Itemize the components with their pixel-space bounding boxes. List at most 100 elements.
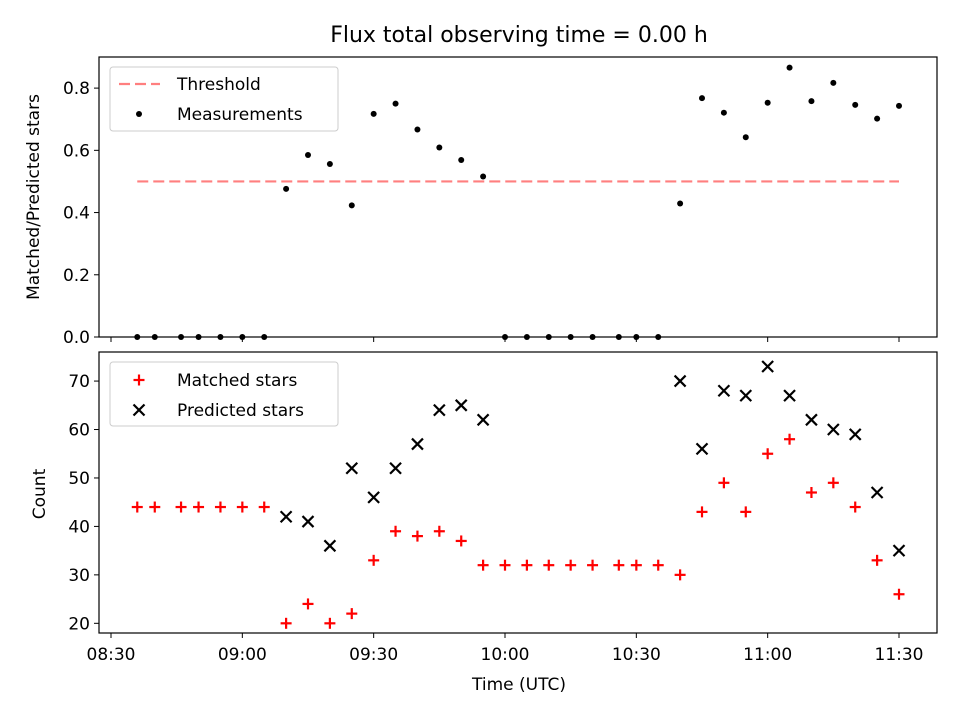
matched-point bbox=[324, 617, 336, 629]
measurement-point bbox=[178, 334, 185, 340]
bottom-legend bbox=[109, 361, 339, 427]
measurement-point bbox=[720, 109, 727, 116]
predicted-point-b bbox=[323, 539, 337, 553]
legend-predicted-label: Predicted stars bbox=[177, 401, 304, 421]
measurement-point bbox=[436, 144, 443, 151]
predicted-point bbox=[892, 544, 906, 557]
predicted-point bbox=[717, 384, 731, 398]
predicted-point bbox=[805, 413, 818, 427]
legend-matched-swatch bbox=[133, 374, 145, 386]
measurement-point bbox=[615, 334, 622, 340]
predicted-point-b bbox=[389, 461, 402, 475]
top-legend bbox=[109, 66, 339, 132]
measurement-point bbox=[677, 200, 684, 207]
measurement-point bbox=[633, 334, 640, 340]
predicted-point-b bbox=[870, 486, 884, 499]
measurement-point bbox=[370, 110, 377, 117]
bottom-xtick-label: 09:30 bbox=[349, 645, 398, 665]
matched-point bbox=[740, 506, 752, 518]
bottom-xlabel: Time (UTC) bbox=[471, 675, 566, 695]
bottom-panel: Count Time (UTC) 20 30 40 50 60 70 08:30 09:00 0… bbox=[30, 351, 938, 695]
matched-point bbox=[613, 559, 625, 571]
bottom-ytick-label: 70 bbox=[68, 372, 90, 392]
matched-point bbox=[543, 559, 555, 571]
matched-point bbox=[762, 448, 774, 460]
measurement-point bbox=[742, 134, 749, 141]
predicted-point bbox=[739, 389, 753, 402]
predicted-point bbox=[433, 403, 446, 417]
matched-point bbox=[696, 506, 708, 518]
measurement-point bbox=[786, 64, 793, 71]
measurement-point bbox=[655, 334, 662, 340]
measurement-point bbox=[764, 99, 771, 106]
matched-point bbox=[587, 559, 599, 571]
matched-point bbox=[193, 501, 205, 513]
matched-point bbox=[280, 617, 292, 629]
bottom-ytick-label: 50 bbox=[68, 469, 90, 489]
measurement-point bbox=[326, 161, 333, 168]
measurement-point bbox=[348, 202, 355, 209]
measurement-point bbox=[151, 334, 158, 340]
matched-point bbox=[565, 559, 577, 571]
top-panel: Matched/Predicted stars 0.0 0.2 0.4 0.6 0.8 T… bbox=[24, 56, 938, 348]
bottom-xtick-label: 10:00 bbox=[481, 645, 530, 665]
predicted-point bbox=[761, 360, 774, 373]
matched-point bbox=[893, 588, 905, 600]
matched-point bbox=[175, 501, 187, 513]
predicted-point-b bbox=[673, 374, 687, 388]
measurement-point bbox=[852, 101, 859, 108]
bottom-plot-frame bbox=[98, 351, 938, 634]
top-ytick-label: 0.2 bbox=[63, 266, 90, 286]
predicted-point-b bbox=[433, 403, 446, 417]
measurement-point bbox=[217, 334, 224, 340]
matched-point bbox=[718, 477, 730, 489]
predicted-point bbox=[411, 437, 424, 451]
measurement-point bbox=[523, 334, 530, 340]
bottom-ytick-label: 40 bbox=[68, 517, 90, 537]
legend-measurements-swatch bbox=[136, 111, 142, 117]
predicted-point bbox=[454, 399, 468, 412]
predicted-point-b bbox=[827, 423, 840, 436]
bottom-xtick-label: 10:30 bbox=[612, 645, 661, 665]
bottom-xtick-label: 11:00 bbox=[743, 645, 792, 665]
matched-point bbox=[652, 559, 664, 571]
predicted-point bbox=[848, 428, 862, 441]
predicted-point-b bbox=[476, 413, 490, 427]
predicted-point bbox=[695, 442, 709, 456]
measurement-point bbox=[414, 126, 421, 133]
matched-point bbox=[477, 559, 489, 571]
predicted-point-b bbox=[454, 399, 468, 412]
predicted-point bbox=[870, 486, 884, 499]
matched-point bbox=[390, 525, 402, 537]
matched-point bbox=[784, 433, 796, 445]
predicted-point-b bbox=[848, 428, 862, 441]
matched-point bbox=[827, 477, 839, 489]
matched-point bbox=[849, 501, 861, 513]
predicted-point bbox=[279, 510, 293, 524]
matched-point bbox=[871, 554, 883, 566]
bottom-xtick-label: 09:00 bbox=[218, 645, 267, 665]
predicted-point-b bbox=[892, 544, 906, 557]
predicted-point-b bbox=[739, 389, 753, 402]
bottom-ytick-label: 30 bbox=[68, 566, 90, 586]
predicted-point bbox=[783, 389, 796, 402]
bottom-xtick-label: 11:30 bbox=[875, 645, 924, 665]
bottom-ytick-label: 20 bbox=[68, 614, 90, 634]
measurement-point bbox=[589, 334, 596, 340]
matched-point bbox=[236, 501, 248, 513]
top-plot-frame bbox=[98, 56, 938, 338]
measurement-point bbox=[545, 334, 552, 340]
measurement-point bbox=[305, 152, 311, 158]
measurement-point bbox=[699, 95, 705, 102]
legend-measurements-label: Measurements bbox=[177, 105, 303, 125]
matched-point bbox=[674, 569, 686, 581]
legend-predicted-swatch-b bbox=[132, 403, 146, 417]
top-ytick-label: 0.0 bbox=[63, 328, 90, 348]
predicted-point-b bbox=[367, 491, 380, 504]
measurement-point bbox=[874, 115, 881, 122]
predicted-point bbox=[389, 461, 402, 475]
chart-title: Flux total observing time = 0.00 h bbox=[330, 23, 708, 48]
top-ytick-label: 0.6 bbox=[63, 141, 90, 161]
top-ylabel: Matched/Predicted stars bbox=[24, 94, 44, 300]
